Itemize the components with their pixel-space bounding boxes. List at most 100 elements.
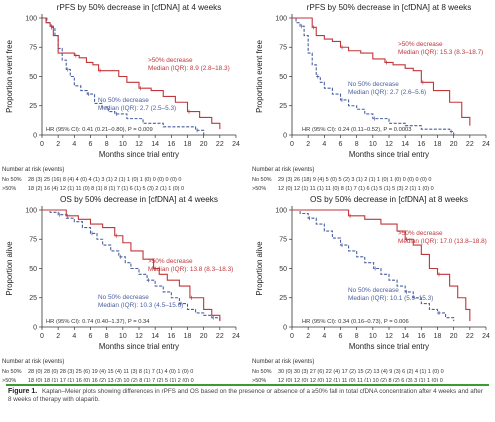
risk-row-label: >50% [252, 186, 266, 192]
x-tick-label: 18 [434, 141, 442, 148]
risk-row-label: No 50% [252, 369, 272, 375]
x-tick-label: 14 [151, 141, 159, 148]
x-tick-label: 2 [306, 141, 310, 148]
risk-row-values: 28 (3) 25 (16) 8 (4) 4 (0) 4 (1) 3 (1) 2… [28, 177, 181, 183]
km-panel-2: rPFS by 50% decrease in [cfDNA] at 8 wee… [252, 3, 490, 192]
x-tick-label: 18 [434, 333, 442, 340]
legend-decrease-label: >50% decrease [398, 230, 443, 237]
y-tick-label: 100 [25, 207, 37, 214]
x-tick-label: 4 [72, 333, 76, 340]
hazard-ratio: HR (95% CI): 0.41 (0.21–0.80), P = 0.009 [46, 127, 153, 133]
y-tick-label: 50 [29, 74, 37, 81]
y-tick-label: 50 [279, 266, 287, 273]
x-tick-label: 2 [306, 333, 310, 340]
risk-table-header: Number at risk (events) [2, 359, 64, 365]
legend-no-decrease-median: Median (IQR): 2.7 (2.6–5.6) [348, 89, 426, 96]
y-axis-label: Proportion event free [5, 40, 14, 113]
x-tick-label: 12 [385, 333, 393, 340]
risk-row-label: >50% [2, 186, 16, 192]
legend-decrease-median: Median (IQR): 8.9 (2.8–18.3) [148, 65, 230, 72]
x-tick-label: 20 [450, 333, 458, 340]
risk-row-label: >50% [2, 378, 16, 382]
risk-table-header: Number at risk (events) [2, 167, 64, 173]
y-tick-label: 50 [279, 74, 287, 81]
legend-decrease-median: Median (IQR): 13.8 (8.3–18.3) [148, 266, 233, 273]
km-figure: rPFS by 50% decrease in [cfDNA] at 4 wee… [2, 3, 490, 382]
legend-no-decrease-median: Median (IQR): 10.1 (5.9–15.3) [348, 295, 433, 302]
risk-row-values: 29 (3) 26 (18) 9 (4) 5 (0) 5 (2) 3 (1) 2… [278, 177, 431, 183]
x-tick-label: 0 [40, 333, 44, 340]
x-tick-label: 2 [56, 141, 60, 148]
risk-row-label: >50% [252, 378, 266, 382]
y-tick-label: 50 [29, 266, 37, 273]
legend-no-decrease-label: No 50% decrease [98, 294, 149, 301]
x-tick-label: 20 [200, 333, 208, 340]
x-tick-label: 16 [417, 141, 425, 148]
risk-row-values: 18 (2) 16 (4) 12 (1) 11 (0) 8 (1) 8 (1) … [28, 186, 184, 192]
x-tick-label: 22 [216, 333, 224, 340]
x-axis-label: Months since trial entry [349, 342, 429, 351]
risk-row-label: No 50% [2, 177, 22, 183]
km-curve-decrease [292, 209, 471, 322]
y-axis-label: Proportion event free [255, 40, 264, 113]
x-tick-label: 22 [216, 141, 224, 148]
x-tick-label: 22 [466, 333, 474, 340]
legend-no-decrease-median: Median (IQR): 10.3 (4.5–15.6) [98, 302, 183, 309]
x-tick-label: 16 [167, 141, 175, 148]
x-tick-label: 18 [184, 141, 192, 148]
km-curve-decrease [42, 209, 221, 322]
x-axis-label: Months since trial entry [349, 150, 429, 159]
legend-decrease-label: >50% decrease [148, 258, 193, 265]
risk-row-values: 12 (0) 12 (1) 11 (1) 11 (0) 8 (1) 7 (1) … [278, 186, 434, 192]
risk-table-header: Number at risk (events) [252, 167, 314, 173]
y-axis-label: Proportion alive [5, 241, 14, 295]
y-tick-label: 100 [25, 15, 37, 22]
legend-no-decrease-label: No 50% decrease [348, 287, 399, 294]
y-tick-label: 25 [279, 103, 287, 110]
km-panel-3: OS by 50% decrease in [cfDNA] at 4 weeks… [2, 195, 240, 382]
y-tick-label: 75 [29, 237, 37, 244]
x-tick-label: 12 [135, 141, 143, 148]
x-tick-label: 22 [466, 141, 474, 148]
km-curve-no-decrease [42, 17, 205, 135]
x-tick-label: 24 [232, 333, 240, 340]
hazard-ratio: HR (95% CI): 0.24 (0.11–0.52), P = 0.000… [302, 127, 412, 133]
x-tick-label: 12 [385, 141, 393, 148]
risk-row-values: 18 (0) 18 (1) 17 (1) 16 (0) 16 (2) 13 (3… [28, 378, 194, 382]
x-tick-label: 16 [167, 333, 175, 340]
x-tick-label: 14 [151, 333, 159, 340]
y-tick-label: 0 [33, 132, 37, 139]
caption-text: Kaplan–Meier plots showing differences i… [8, 388, 483, 404]
y-tick-label: 25 [29, 295, 37, 302]
x-tick-label: 10 [119, 141, 127, 148]
km-panel-1: rPFS by 50% decrease in [cfDNA] at 4 wee… [2, 3, 240, 192]
x-tick-label: 8 [355, 333, 359, 340]
x-tick-label: 4 [322, 333, 326, 340]
panel-title: rPFS by 50% decrease in [cfDNA] at 4 wee… [57, 3, 222, 12]
x-tick-label: 20 [200, 141, 208, 148]
y-tick-label: 0 [33, 324, 37, 331]
x-tick-label: 10 [369, 141, 377, 148]
panel-title: OS by 50% decrease in [cfDNA] at 4 weeks [60, 195, 218, 204]
x-tick-label: 24 [232, 141, 240, 148]
km-curve-no-decrease [292, 17, 455, 135]
km-curve-no-decrease [42, 209, 221, 322]
x-axis-label: Months since trial entry [99, 150, 179, 159]
x-tick-label: 20 [450, 141, 458, 148]
km-curve-decrease [292, 17, 471, 126]
km-panel-4: OS by 50% decrease in [cfDNA] at 8 weeks… [252, 195, 490, 382]
x-tick-label: 6 [339, 333, 343, 340]
x-tick-label: 4 [72, 141, 76, 148]
legend-decrease-label: >50% decrease [398, 41, 443, 48]
legend-no-decrease-label: No 50% decrease [348, 81, 399, 88]
y-tick-label: 25 [279, 295, 287, 302]
risk-row-values: 30 (0) 30 (3) 27 (6) 22 (4) 17 (2) 15 (2… [278, 369, 444, 375]
risk-row-label: No 50% [2, 369, 22, 375]
x-tick-label: 18 [184, 333, 192, 340]
legend-decrease-median: Median (IQR): 15.3 (8.3–18.7) [398, 49, 483, 56]
x-tick-label: 10 [369, 333, 377, 340]
legend-decrease-label: >50% decrease [148, 57, 193, 64]
x-tick-label: 0 [290, 333, 294, 340]
x-tick-label: 14 [401, 333, 409, 340]
y-tick-label: 0 [283, 132, 287, 139]
